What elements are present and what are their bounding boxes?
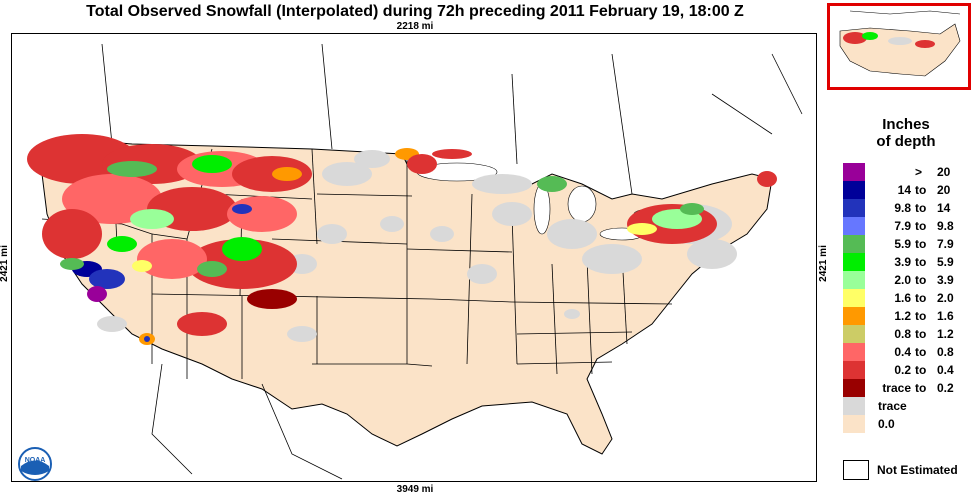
- legend-title: Inches of depth: [846, 116, 966, 150]
- scale-top-label: 2218 mi: [396, 21, 434, 32]
- legend-swatch: [843, 361, 865, 379]
- inset-canvas: [839, 10, 961, 77]
- legend-label-to: to: [915, 309, 927, 323]
- scale-right-label: 2421 mi: [817, 245, 829, 282]
- legend-label-to: to: [915, 255, 927, 269]
- legend-swatch: [843, 217, 865, 235]
- noaa-logo: NOAA: [18, 447, 52, 481]
- legend-row: trace to 0.2: [843, 379, 971, 397]
- legend-label-to: to: [915, 363, 927, 377]
- legend-label-hi: 7.9: [937, 237, 954, 251]
- legend-row: 5.9 to 7.9: [843, 235, 971, 253]
- legend-swatch: [843, 199, 865, 217]
- legend-label-hi: 0.4: [937, 363, 954, 377]
- legend-label-lo: trace: [882, 381, 911, 395]
- legend-label-to: to: [915, 273, 927, 287]
- legend-row: 0.4 to 0.8: [843, 343, 971, 361]
- legend-label-hi: 5.9: [937, 255, 954, 269]
- legend-label-hi: 3.9: [937, 273, 954, 287]
- legend-swatch: [843, 289, 865, 307]
- legend-swatch: [843, 307, 865, 325]
- legend-swatch: [843, 253, 865, 271]
- legend-swatch: [843, 181, 865, 199]
- map-canvas: [27, 43, 803, 480]
- legend-label-lo: 1.2: [894, 309, 911, 323]
- legend-title-line2: of depth: [876, 133, 936, 150]
- legend-label-hi: 20: [937, 165, 951, 179]
- legend-label-lo: 0.8: [894, 327, 911, 341]
- legend-row: trace: [843, 397, 971, 415]
- legend-label-lo: 2.0: [894, 273, 911, 287]
- legend-label-lo: 9.8: [894, 201, 911, 215]
- snowfall-map[interactable]: NOAA: [11, 33, 817, 482]
- legend-label-hi: 2.0: [937, 291, 954, 305]
- legend-swatch: [843, 271, 865, 289]
- legend-label-to: to: [915, 291, 927, 305]
- legend-swatch: [843, 415, 865, 433]
- country-borders: [101, 43, 803, 480]
- legend-label-to: to: [915, 201, 927, 215]
- legend-label-to: to: [915, 345, 927, 359]
- legend-label-to: to: [915, 381, 927, 395]
- legend-label-to: to: [915, 327, 927, 341]
- legend: >20 14 to 20 9.8 to 14 7.9 to 9.8 5.9 to 7.9 3.9 to 5.9…: [843, 163, 971, 433]
- svg-text:NOAA: NOAA: [25, 457, 46, 464]
- not-estimated-label: Not Estimated: [877, 463, 958, 477]
- legend-label-lo: 5.9: [894, 237, 911, 251]
- legend-title-line1: Inches: [882, 116, 930, 133]
- legend-swatch: [843, 163, 865, 181]
- legend-row: 7.9 to 9.8: [843, 217, 971, 235]
- legend-label-hi: 20: [937, 183, 951, 197]
- scale-bottom-label: 3949 mi: [396, 484, 434, 495]
- legend-label-to: >: [915, 165, 923, 179]
- legend-label-lo: 0.2: [894, 363, 911, 377]
- legend-label: 0.0: [878, 417, 895, 431]
- snow-patches-east: [537, 171, 777, 244]
- legend-label-lo: 14: [897, 183, 911, 197]
- legend-swatch: [843, 325, 865, 343]
- legend-label-hi: 14: [937, 201, 951, 215]
- legend-row: 14 to 20: [843, 181, 971, 199]
- legend-swatch: [843, 343, 865, 361]
- snow-patches-west: [27, 134, 472, 345]
- legend-label-to: to: [915, 219, 927, 233]
- not-estimated-swatch: [843, 460, 869, 480]
- legend-row: 0.0: [843, 415, 971, 433]
- legend-row: >20: [843, 163, 971, 181]
- legend-row: 0.2 to 0.4: [843, 361, 971, 379]
- map-title: Total Observed Snowfall (Interpolated) d…: [86, 3, 744, 20]
- legend-row: 9.8 to 14: [843, 199, 971, 217]
- legend-row: 0.8 to 1.2: [843, 325, 971, 343]
- legend-label-hi: 0.2: [937, 381, 954, 395]
- legend-label-to: to: [915, 183, 927, 197]
- legend-label-hi: 1.6: [937, 309, 954, 323]
- legend-label-lo: 1.6: [894, 291, 911, 305]
- legend-row: 2.0 to 3.9: [843, 271, 971, 289]
- legend-label-hi: 1.2: [937, 327, 954, 341]
- legend-row: 3.9 to 5.9: [843, 253, 971, 271]
- legend-row: 1.2 to 1.6: [843, 307, 971, 325]
- legend-row: 1.6 to 2.0: [843, 289, 971, 307]
- legend-swatch: [843, 379, 865, 397]
- legend-label-lo: 3.9: [894, 255, 911, 269]
- legend-label-hi: 0.8: [937, 345, 954, 359]
- scale-left-label: 2421 mi: [0, 245, 10, 282]
- overview-inset-map[interactable]: [827, 3, 971, 90]
- legend-label-hi: 9.8: [937, 219, 954, 233]
- legend-label-lo: 7.9: [894, 219, 911, 233]
- legend-label: trace: [878, 399, 907, 413]
- legend-swatch: [843, 235, 865, 253]
- legend-label-to: to: [915, 237, 927, 251]
- legend-label-lo: 0.4: [894, 345, 911, 359]
- legend-swatch: [843, 397, 865, 415]
